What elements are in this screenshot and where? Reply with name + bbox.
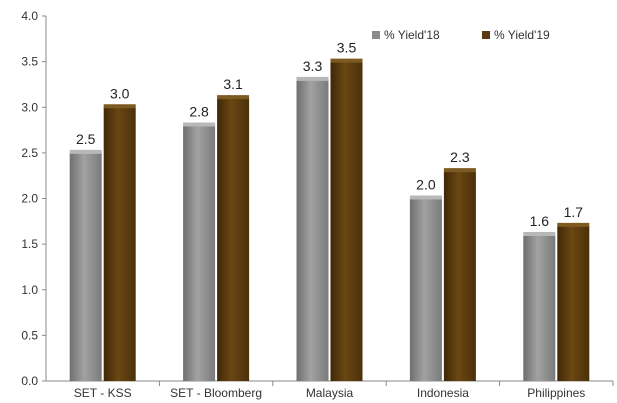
bar-yield18 — [409, 198, 442, 381]
data-label: 2.5 — [76, 131, 96, 147]
data-label: 1.7 — [564, 204, 584, 220]
bar-yield19 — [103, 107, 136, 381]
data-label: 3.1 — [223, 76, 243, 92]
chart-axes: 0.0 0.5 1.0 1.5 2.0 2.5 3.0 3.5 4.0 SET - KSS SET … — [21, 9, 614, 400]
bar-yield18 — [523, 235, 556, 381]
bar-yield19 — [557, 225, 590, 381]
y-tick-label: 3.0 — [21, 100, 38, 114]
legend-label: % Yield'19 — [494, 28, 550, 42]
y-tick-label: 2.5 — [21, 146, 38, 160]
chart-bars — [69, 58, 590, 381]
data-labels: 2.5 3.0 2.8 3.1 3.3 3.5 2.0 2.3 1.6 1.7 — [76, 40, 583, 229]
bar-cap — [183, 122, 216, 127]
chart-legend: % Yield'18 % Yield'19 — [372, 28, 550, 42]
bar-cap — [443, 168, 476, 173]
bar-cap — [103, 104, 136, 109]
data-label: 3.5 — [337, 40, 357, 56]
x-tick-label: SET - KSS — [74, 386, 132, 400]
data-label: 3.0 — [110, 85, 130, 101]
y-tick-label: 0.0 — [21, 374, 38, 388]
y-tick-label: 2.0 — [21, 192, 38, 206]
bar-yield19 — [330, 61, 363, 381]
legend-swatch — [482, 31, 490, 39]
bar-yield18 — [296, 79, 329, 381]
bar-cap — [409, 195, 442, 200]
y-tick-label: 4.0 — [21, 9, 38, 23]
bar-cap — [557, 222, 590, 227]
x-tick-label: SET - Bloomberg — [170, 386, 262, 400]
bar-yield18 — [183, 125, 216, 381]
bar-cap — [523, 232, 556, 236]
x-tick-label: Indonesia — [417, 386, 469, 400]
bar-yield18 — [69, 152, 102, 381]
bar-yield19 — [217, 98, 250, 381]
bar-cap — [217, 95, 250, 100]
y-tick-label: 1.5 — [21, 237, 38, 251]
x-tick-label: Malaysia — [306, 386, 354, 400]
bar-cap — [330, 58, 363, 63]
data-label: 2.0 — [416, 177, 436, 193]
y-tick-label: 0.5 — [21, 328, 38, 342]
bar-cap — [69, 149, 102, 154]
data-label: 2.8 — [189, 104, 209, 120]
y-tick-label: 3.5 — [21, 55, 38, 69]
legend-swatch — [372, 31, 380, 39]
bar-yield19 — [443, 171, 476, 381]
x-tick-label: Philippines — [527, 386, 585, 400]
data-label: 1.6 — [530, 213, 550, 229]
legend-label: % Yield'18 — [384, 28, 440, 42]
data-label: 3.3 — [303, 58, 323, 74]
data-label: 2.3 — [450, 149, 470, 165]
bar-cap — [296, 76, 329, 81]
y-tick-label: 1.0 — [21, 283, 38, 297]
